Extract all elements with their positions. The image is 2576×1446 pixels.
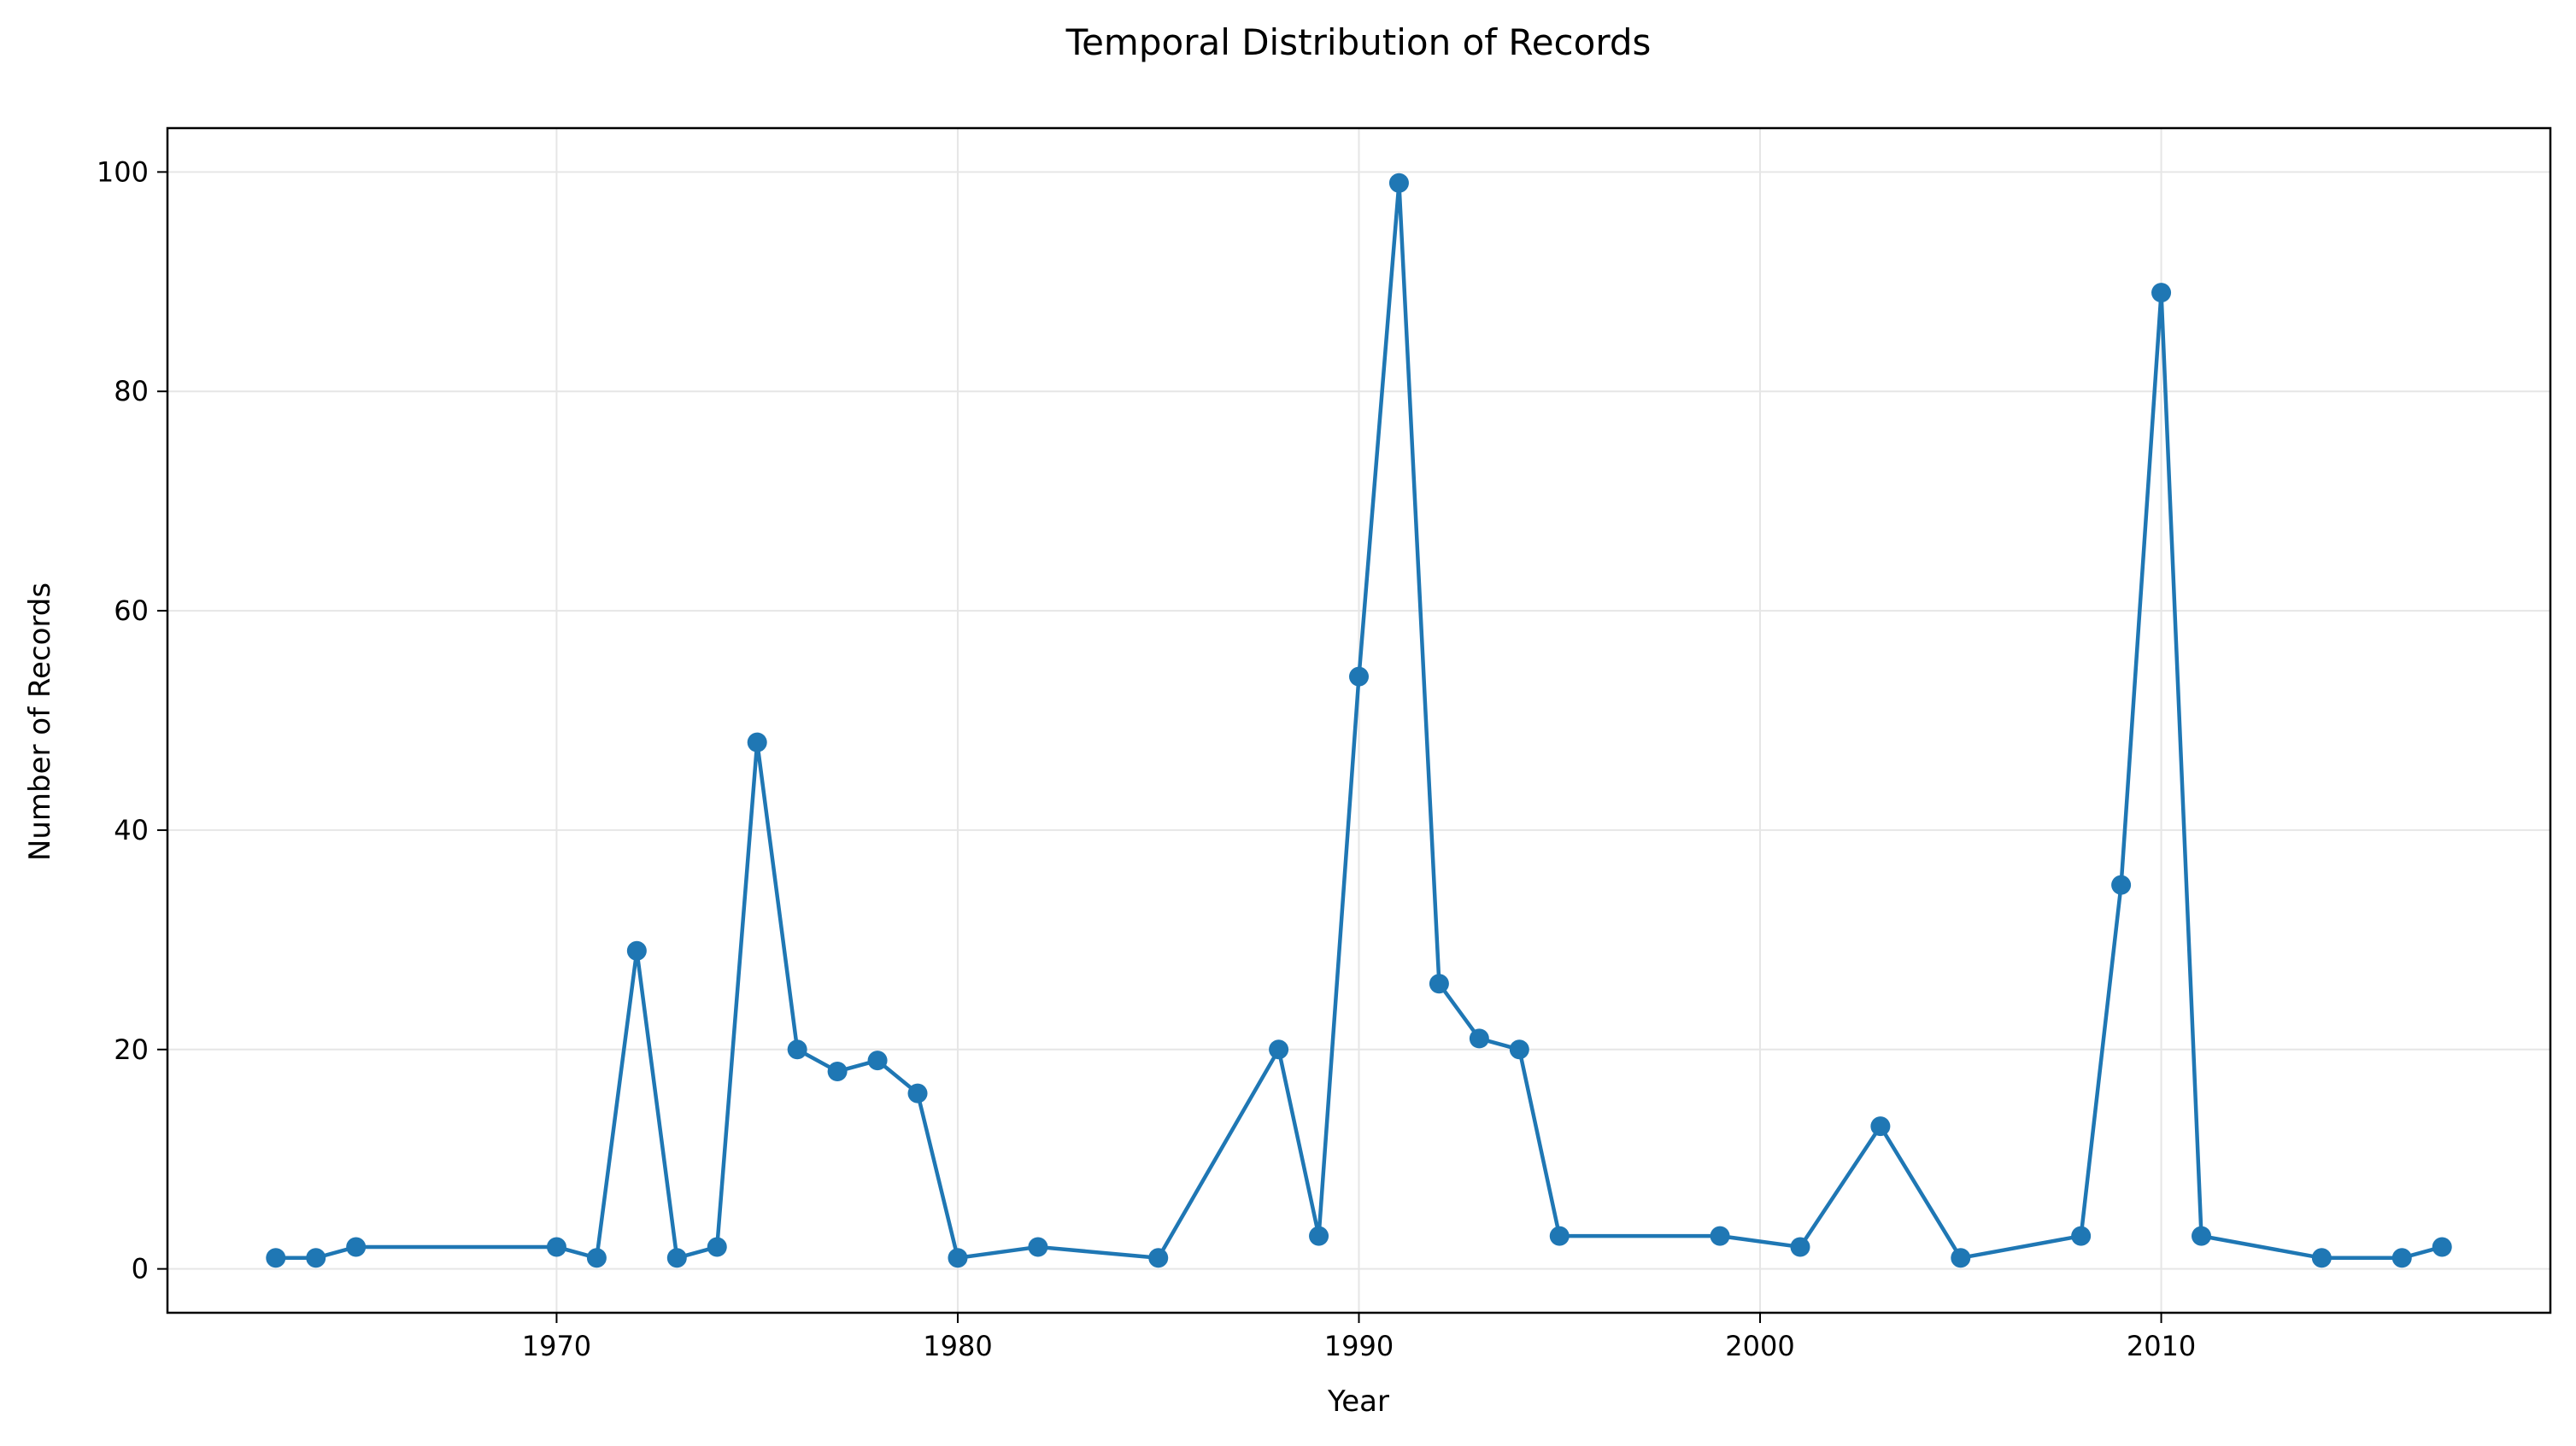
data-point: [907, 1083, 928, 1104]
data-point: [1028, 1237, 1048, 1257]
data-point: [948, 1248, 968, 1268]
data-point: [546, 1237, 566, 1257]
data-point: [747, 732, 767, 752]
data-point: [586, 1248, 607, 1268]
data-point: [626, 940, 647, 961]
data-point: [1429, 974, 1449, 994]
data-point: [1509, 1039, 1529, 1060]
x-axis-title: Year: [1327, 1385, 1389, 1419]
data-point: [1790, 1237, 1810, 1257]
data-point: [1870, 1116, 1891, 1137]
y-axis-title: Number of Records: [23, 582, 57, 861]
data-point: [2151, 283, 2172, 303]
data-point: [266, 1248, 286, 1268]
y-tick-label: 80: [114, 375, 149, 407]
x-tick-label: 1980: [923, 1330, 992, 1362]
data-point: [2391, 1248, 2412, 1268]
data-point: [1549, 1226, 1570, 1246]
y-tick-label: 40: [114, 814, 149, 846]
data-point: [707, 1237, 727, 1257]
data-point: [867, 1051, 888, 1071]
data-point: [2071, 1226, 2092, 1246]
data-point: [346, 1237, 367, 1257]
data-point: [306, 1248, 326, 1268]
data-points: [266, 173, 2452, 1268]
data-point: [1469, 1028, 1489, 1049]
y-tick-label: 0: [132, 1253, 149, 1285]
data-point: [787, 1039, 807, 1060]
data-point: [1148, 1248, 1169, 1268]
data-point: [1349, 666, 1369, 687]
x-axis-ticks: 1970 1980 1990 2000 2010: [522, 1313, 2196, 1362]
x-tick-label: 1970: [522, 1330, 591, 1362]
data-point: [666, 1248, 687, 1268]
chart-title: Temporal Distribution of Records: [1065, 21, 1652, 63]
y-tick-label: 20: [114, 1033, 149, 1066]
data-point: [2111, 875, 2132, 895]
y-tick-label: 60: [114, 594, 149, 627]
data-point: [2192, 1226, 2212, 1246]
y-axis-ticks: 0 20 40 60 80 100: [97, 155, 167, 1285]
y-tick-label: 100: [97, 155, 149, 188]
data-point: [1710, 1226, 1730, 1246]
data-point: [1309, 1226, 1329, 1246]
data-point: [1269, 1039, 1289, 1060]
x-tick-label: 2000: [1725, 1330, 1794, 1362]
data-point: [2432, 1237, 2452, 1257]
data-point: [827, 1061, 848, 1081]
data-point: [2311, 1248, 2332, 1268]
x-tick-label: 1990: [1324, 1330, 1394, 1362]
x-tick-label: 2010: [2127, 1330, 2196, 1362]
data-point: [1388, 173, 1409, 193]
data-point: [1951, 1248, 1971, 1268]
